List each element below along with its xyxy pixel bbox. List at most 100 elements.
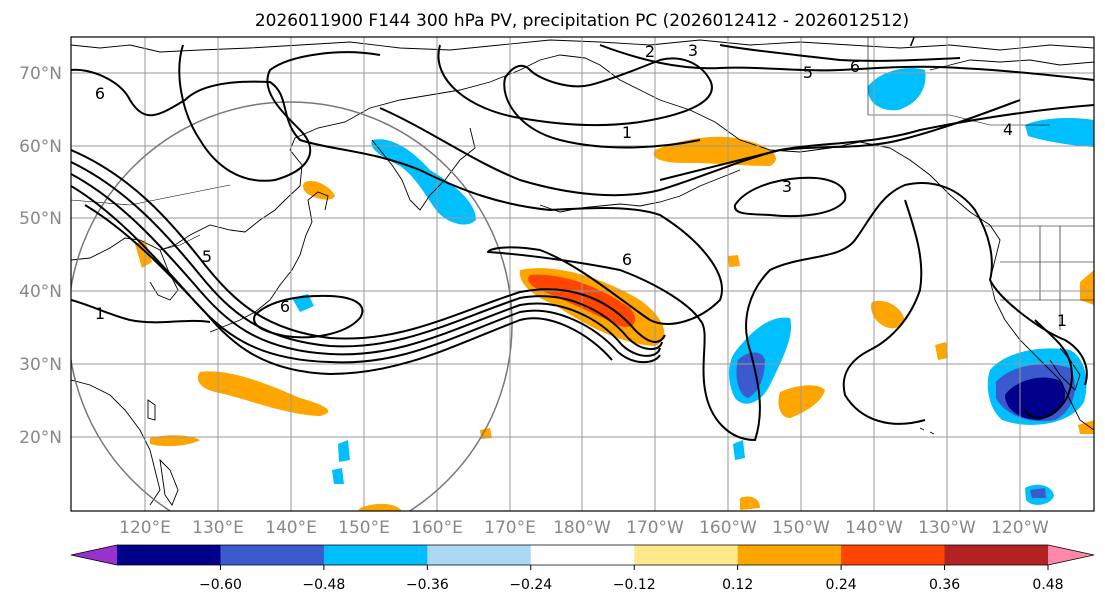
- pv-contour-5: [599, 44, 1094, 81]
- pv-contour-jet-3: [71, 173, 661, 357]
- pv-label: 4: [1003, 120, 1013, 139]
- precip-positive-small-b: [150, 435, 200, 447]
- pv-label: 3: [782, 177, 792, 196]
- lon-label: 180°W: [553, 518, 611, 538]
- lat-label: 20°N: [19, 428, 62, 448]
- colorbar-tick-label: 0.12: [722, 577, 753, 593]
- pv-contour-labels: 6 2 3 5 6 7 1 3 4 1 6 5 6 1: [95, 31, 1067, 330]
- lon-label: 150°E: [338, 518, 390, 538]
- lat-label: 30°N: [19, 355, 62, 375]
- colorbar-tick-label: −0.48: [302, 577, 345, 593]
- japan-coast: [209, 191, 329, 333]
- lon-label: 120°E: [119, 518, 171, 538]
- lon-label: 150°W: [772, 518, 830, 538]
- pv-contour-west-1: [71, 299, 211, 324]
- map-panel: 6 2 3 5 6 7 1 3 4 1 6 5 6 1: [70, 31, 1095, 512]
- hawaii-islands: [919, 427, 935, 435]
- precip-positive-small-d: [1080, 270, 1094, 305]
- pv-contour-okhotsk-1: [178, 44, 381, 182]
- coastlines: [71, 39, 1094, 506]
- lon-label: 170°W: [626, 518, 684, 538]
- latitude-labels: 70°N 60°N 50°N 40°N 30°N 20°N: [19, 64, 62, 448]
- pv-contour-6-north: [719, 44, 961, 62]
- pv-contour-4: [659, 104, 1094, 181]
- precip-negative-gulf-alaska: [867, 67, 926, 111]
- precip-positive-mid-pacific: [778, 385, 825, 418]
- colorbar-tick-label: −0.12: [613, 577, 656, 593]
- lat-label: 40°N: [19, 282, 62, 302]
- pv-contour-closed-6: [253, 294, 364, 339]
- colorbar-tick-label: −0.60: [199, 577, 242, 593]
- pv-label: 1: [1057, 311, 1067, 330]
- gridlines: [71, 37, 1094, 511]
- pv-contour-jet-1: [71, 149, 666, 343]
- precip-negative-small-c: [332, 468, 344, 484]
- pv-label: 3: [688, 41, 698, 60]
- pv-contour-east-pacific: [842, 199, 926, 425]
- philippines-coast: [159, 458, 179, 506]
- pv-label: 6: [280, 297, 290, 316]
- colorbar-segment: [944, 545, 1049, 565]
- lon-label: 140°E: [265, 518, 317, 538]
- colorbar-tick-label: 0.24: [826, 577, 857, 593]
- lat-label: 70°N: [19, 64, 62, 84]
- colorbar-segment: [737, 545, 842, 565]
- precip-negative-okhotsk: [371, 139, 476, 225]
- colorbar-segment: [220, 545, 325, 565]
- lon-label: 170°E: [484, 518, 536, 538]
- precip-negative-small-f: [1030, 488, 1046, 498]
- pv-contours: [71, 44, 1094, 441]
- canada-coast: [929, 59, 1094, 71]
- colorbar-segment: [427, 545, 532, 565]
- colorbar-tick-label: 0.36: [929, 577, 960, 593]
- precipitation-shading: [135, 67, 1094, 511]
- colorbar-segment: [530, 545, 635, 565]
- precip-positive-japan-south: [197, 371, 329, 416]
- north-america-coast: [989, 224, 1094, 431]
- colorbar-segment: [841, 545, 946, 565]
- colorbar-extend-high: [1048, 545, 1094, 565]
- pv-label: 5: [803, 63, 813, 82]
- precip-positive-kuril: [303, 180, 335, 200]
- pv-label: 6: [622, 250, 632, 269]
- pv-contour-bering-2: [437, 44, 713, 149]
- korea-coast: [149, 249, 179, 301]
- lon-label: 120°W: [991, 518, 1049, 538]
- colorbar-segment: [117, 545, 221, 565]
- precip-positive-east-pacific: [871, 300, 905, 329]
- precip-positive-small-f: [358, 503, 402, 511]
- taiwan-coast: [147, 399, 156, 421]
- pv-contour-california: [1024, 319, 1073, 419]
- lon-label: 140°W: [845, 518, 903, 538]
- colorbar-outline: [70, 544, 1095, 566]
- lon-label: 160°W: [699, 518, 757, 538]
- pv-contour-jet-2: [71, 161, 663, 350]
- pv-label: 7: [907, 31, 917, 50]
- pv-contour-jet-5: [84, 204, 613, 375]
- precip-positive-small-h: [728, 255, 740, 267]
- pv-contour-large-6: [71, 68, 1088, 441]
- colorbar-segment: [323, 545, 428, 565]
- map-title: 2026011900 F144 300 hPa PV, precipitatio…: [255, 11, 909, 31]
- colorbar-tick-label: 0.48: [1032, 577, 1063, 593]
- pv-label: 6: [850, 57, 860, 76]
- pv-contour-closed-3: [733, 176, 847, 218]
- precip-negative-small-b: [338, 440, 350, 462]
- lat-label: 60°N: [19, 137, 62, 157]
- colorbar-tick-label: −0.24: [509, 577, 552, 593]
- precip-positive-small-e: [1078, 420, 1094, 434]
- pv-label: 1: [622, 123, 632, 142]
- longitude-labels: 120°E 130°E 140°E 150°E 160°E 170°E 180°…: [119, 518, 1049, 538]
- precip-positive-small-g: [480, 428, 492, 439]
- precip-negative-small-e: [733, 440, 745, 460]
- pv-label: 1: [95, 304, 105, 323]
- precip-positive-small-a: [935, 342, 948, 360]
- pv-label: 6: [95, 84, 105, 103]
- pv-label: 5: [202, 247, 212, 266]
- colorbar-extend-low: [71, 545, 117, 565]
- arctic-coast: [71, 39, 1094, 53]
- pv-contour-jet-4: [71, 185, 661, 364]
- colorbar-segment: [634, 545, 739, 565]
- colorbar-segments: [70, 544, 1095, 566]
